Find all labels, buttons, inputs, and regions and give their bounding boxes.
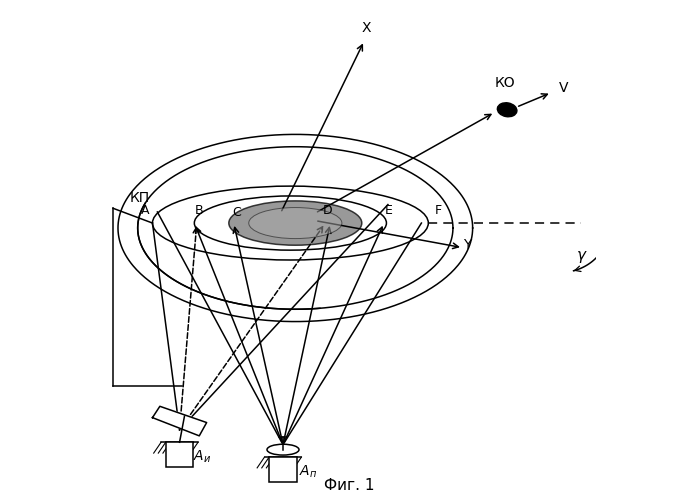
- Text: E: E: [385, 204, 393, 217]
- Text: X: X: [362, 21, 371, 36]
- Text: $А_п$: $А_п$: [298, 464, 317, 480]
- Text: Y: Y: [463, 238, 472, 252]
- Text: Фиг. 1: Фиг. 1: [324, 478, 375, 493]
- Text: F: F: [435, 204, 442, 217]
- Text: C: C: [232, 206, 240, 219]
- Ellipse shape: [249, 207, 342, 239]
- Text: γ: γ: [577, 248, 586, 262]
- Text: КП: КП: [130, 191, 150, 205]
- Ellipse shape: [267, 444, 299, 455]
- Text: V: V: [559, 80, 568, 95]
- Text: КО: КО: [494, 76, 515, 90]
- Text: A: A: [140, 204, 150, 217]
- Text: B: B: [195, 204, 203, 217]
- Bar: [166, 442, 193, 467]
- Text: $А_и$: $А_и$: [193, 449, 211, 465]
- Bar: [269, 457, 296, 482]
- Ellipse shape: [229, 201, 362, 245]
- Polygon shape: [152, 406, 207, 436]
- Text: D: D: [323, 204, 333, 217]
- Ellipse shape: [498, 103, 517, 117]
